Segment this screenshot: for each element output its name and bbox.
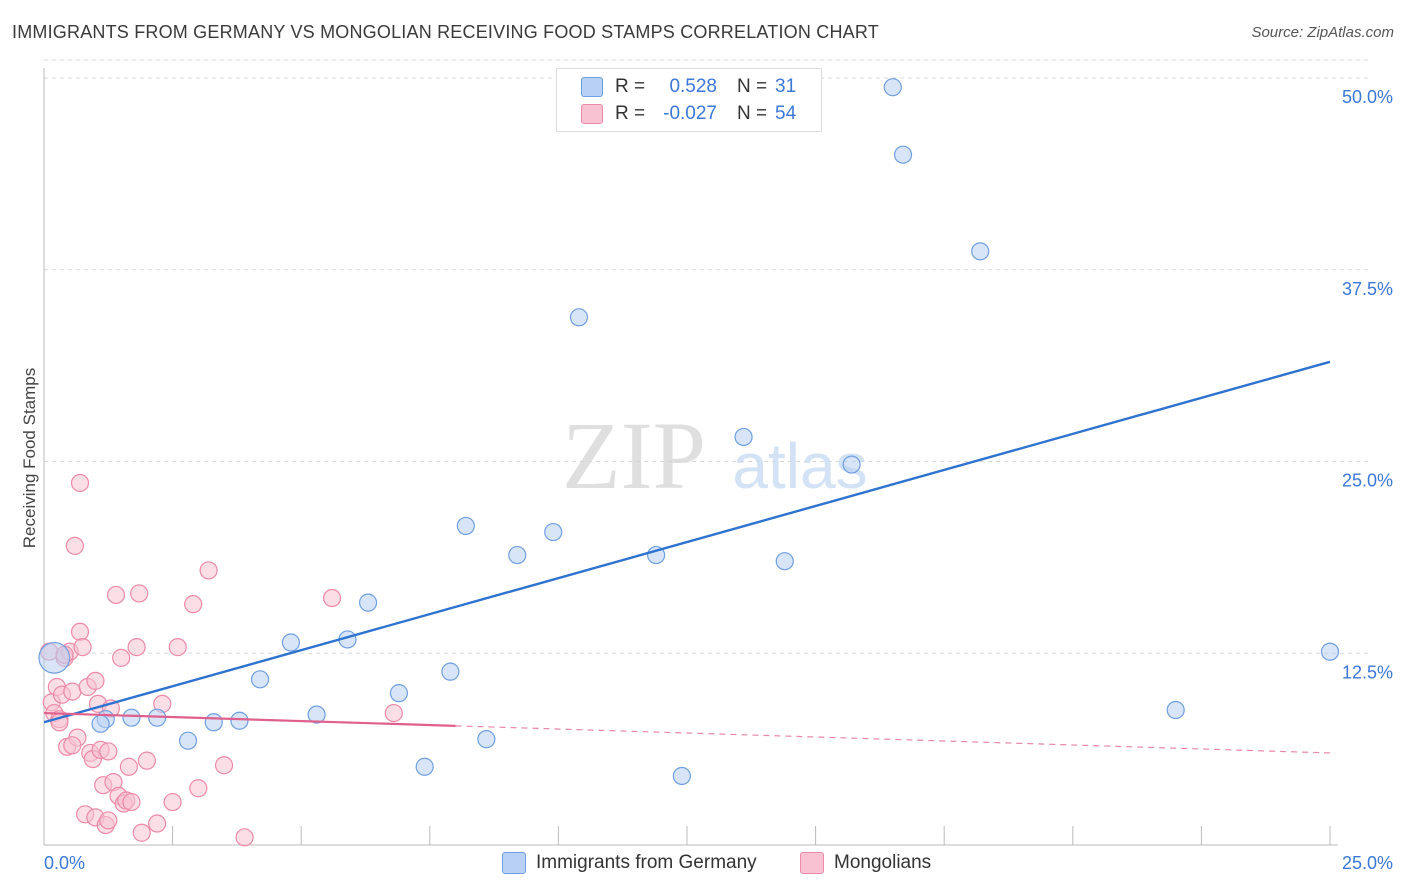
germany-point: [178, 731, 198, 750]
germany-point: [307, 705, 326, 724]
germany-point: [389, 684, 409, 703]
germany-point: [971, 242, 990, 261]
germany-point: [230, 711, 249, 730]
germany-point: [204, 713, 223, 732]
mongolians-point: [163, 792, 182, 812]
mongolians-point: [122, 792, 141, 812]
germany-point: [569, 308, 589, 327]
legend-r-label: R =: [615, 103, 646, 124]
chart-title: IMMIGRANTS FROM GERMANY VS MONGOLIAN REC…: [12, 22, 879, 42]
mongolians-point: [127, 638, 146, 657]
legend-n-label: N =: [737, 103, 768, 124]
mongolians-point: [130, 584, 149, 603]
germany-point: [1320, 642, 1340, 661]
watermark: ZIP atlas: [562, 402, 868, 509]
mongolians-point: [73, 638, 92, 657]
germany-point: [883, 78, 902, 97]
germany-point: [775, 552, 794, 571]
tick-labels: 12.5% 25.0% 37.5% 50.0% 0.0% 25.0%: [44, 87, 1393, 873]
germany-point: [38, 641, 71, 674]
y-tick-label: 12.5%: [1342, 662, 1393, 682]
germany-point: [508, 545, 527, 565]
legend-r-label: R =: [615, 76, 646, 97]
legend-label-germany: Immigrants from Germany: [536, 852, 757, 873]
x-tick-label: 0.0%: [44, 853, 85, 873]
series-legend: Immigrants from Germany Mongolians: [0, 852, 1406, 878]
germany-point: [893, 145, 913, 164]
legend-swatch-pink: [581, 104, 603, 124]
mongolians-point: [70, 622, 90, 641]
legend-swatch-blue: [502, 852, 526, 874]
axes: [43, 68, 1338, 846]
germany-point: [250, 670, 270, 689]
mongolians-point: [63, 736, 82, 755]
mongolians-point: [63, 682, 82, 701]
germany-point: [842, 455, 861, 474]
mongolians-point: [70, 473, 90, 493]
grid-lines: [44, 59, 1370, 654]
germany-point: [358, 593, 378, 612]
germany-point: [477, 730, 496, 749]
mongolians-point: [184, 595, 203, 614]
germany-point: [122, 708, 141, 727]
mongolians-point: [112, 648, 131, 667]
legend-swatch-pink: [800, 852, 824, 874]
germany-point: [544, 522, 563, 542]
mongolians-point: [132, 823, 151, 842]
mongolians-point: [384, 703, 403, 723]
legend-r-value: -0.027: [663, 103, 717, 124]
germany-point: [1166, 700, 1185, 720]
mongolians-point: [199, 561, 218, 580]
mongolians-point: [322, 588, 342, 608]
watermark-zip: ZIP: [562, 402, 706, 509]
mongolians-point: [99, 811, 118, 830]
legend-n-value: 31: [775, 76, 797, 97]
legend-item-germany[interactable]: Immigrants from Germany: [502, 852, 757, 874]
mongolians-point: [189, 779, 208, 798]
mongolians-point: [119, 757, 138, 776]
mongolians-point: [214, 756, 234, 775]
series-germany-points: [38, 78, 1340, 786]
germany-point: [415, 757, 434, 776]
mongolians-trendline: [43, 711, 456, 727]
series-mongolians-points: [40, 473, 403, 847]
legend-n-label: N =: [737, 76, 768, 97]
mongolians-point: [235, 828, 254, 847]
germany-point: [91, 714, 110, 733]
mongolians-point: [148, 814, 167, 833]
mongolians-trendline-extension: [455, 725, 1331, 754]
trend-lines: [43, 360, 1331, 754]
legend-item-mongolians[interactable]: Mongolians: [800, 852, 931, 874]
legend-r-value: 0.528: [669, 76, 717, 97]
correlation-legend: R = 0.528 N = 31 R = -0.027 N = 54: [556, 68, 822, 132]
germany-point: [281, 633, 301, 652]
mongolians-point: [137, 751, 156, 770]
mongolians-point: [168, 638, 187, 657]
x-tick-label: 25.0%: [1342, 853, 1393, 873]
legend-row-germany: R = 0.528 N = 31: [581, 75, 796, 99]
germany-point: [734, 427, 753, 447]
y-tick-label: 25.0%: [1342, 471, 1393, 491]
legend-label-mongolians: Mongolians: [834, 852, 932, 873]
germany-point: [456, 516, 475, 536]
mongolians-point: [65, 536, 84, 555]
germany-point: [672, 766, 691, 786]
source-label: Source: ZipAtlas.com: [1251, 24, 1394, 41]
mongolians-point: [86, 671, 105, 690]
mongolians-point: [106, 585, 126, 605]
legend-n-value: 54: [775, 103, 797, 124]
y-tick-label: 37.5%: [1342, 279, 1393, 299]
y-tick-label: 50.0%: [1342, 87, 1393, 107]
legend-swatch-blue: [581, 77, 603, 97]
mongolians-point: [99, 742, 118, 761]
legend-row-mongolians: R = -0.027 N = 54: [581, 102, 796, 126]
germany-trendline: [43, 360, 1331, 724]
germany-point: [441, 662, 460, 681]
